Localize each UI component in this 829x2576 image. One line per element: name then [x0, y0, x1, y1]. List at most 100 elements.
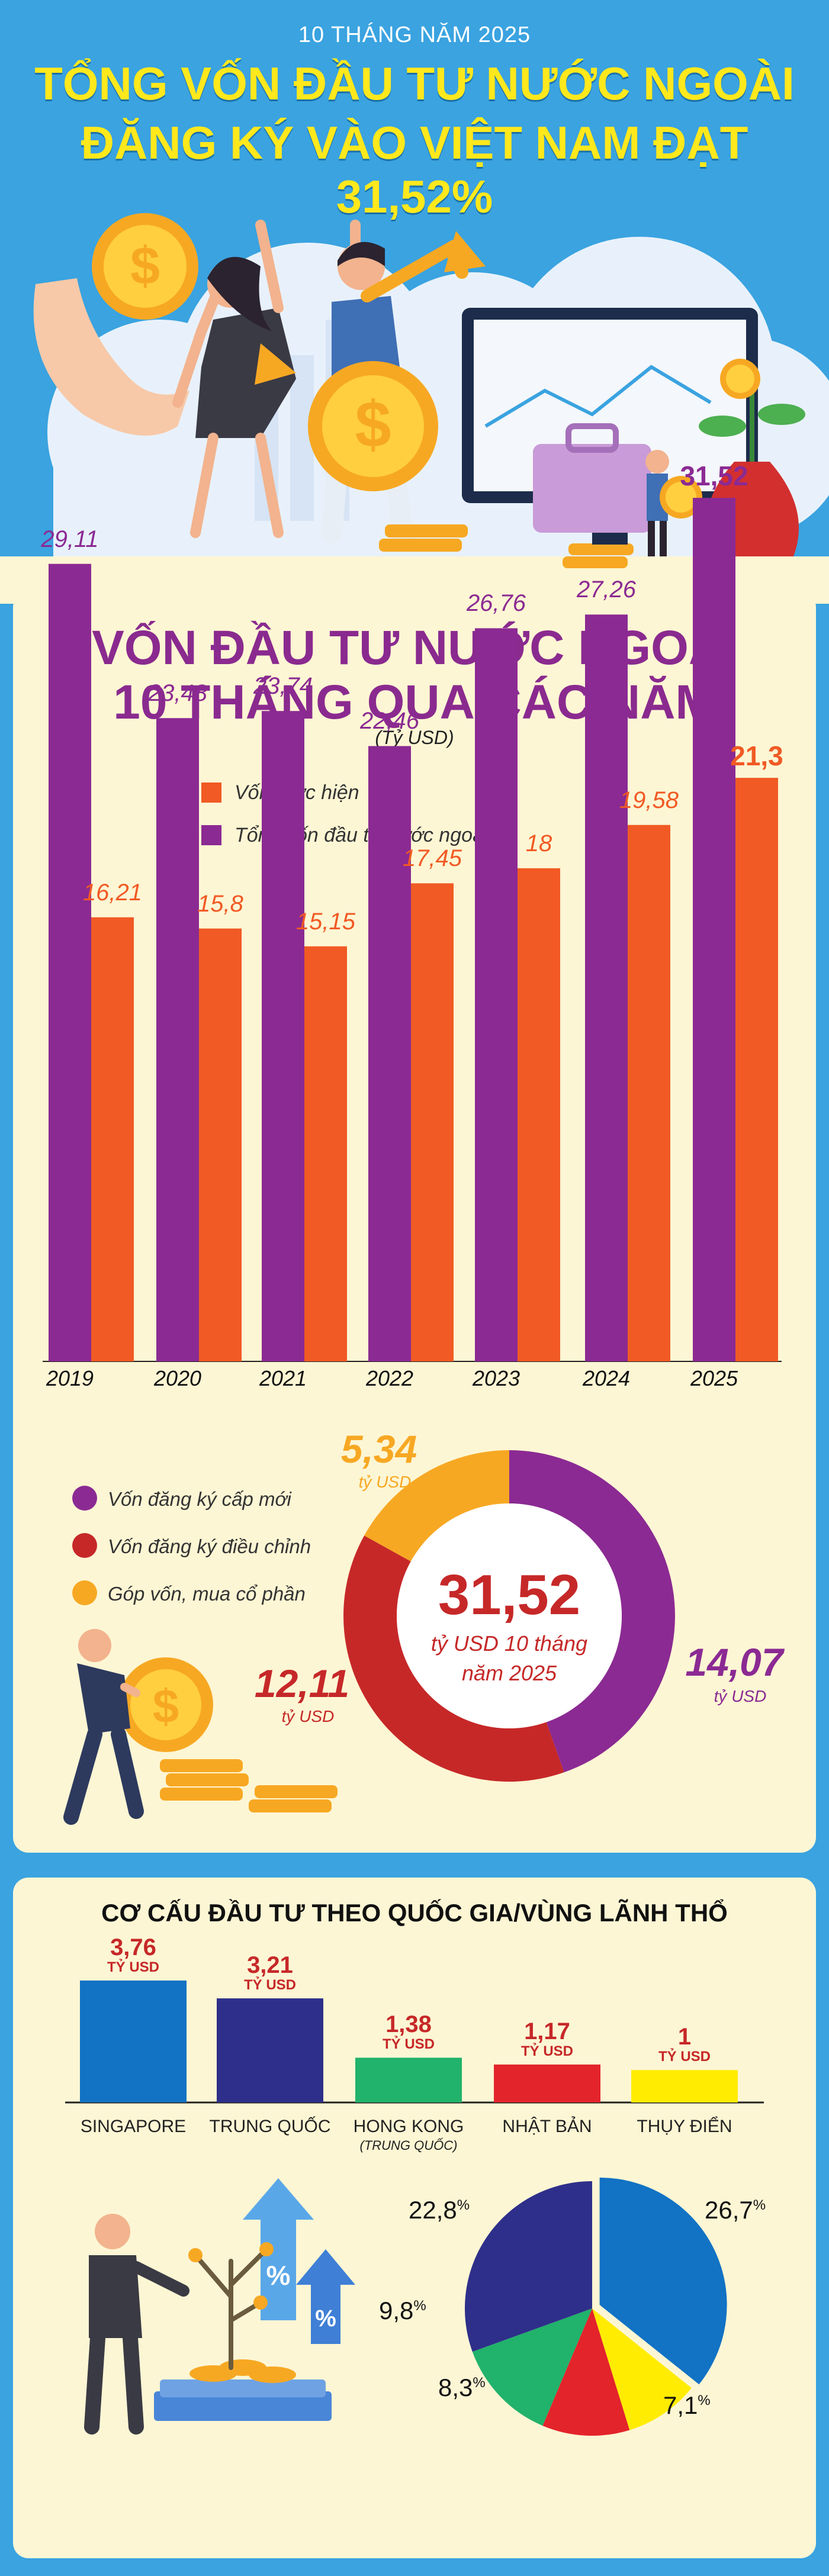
country-pie-value-4: 22,8: [409, 2196, 457, 2224]
country-pie-slice-3: [472, 2308, 592, 2426]
donut-hole: [397, 1503, 622, 1728]
value-label-disbursed-2022: 17,45: [402, 845, 462, 872]
donut-value-capital: 5,34: [340, 1427, 417, 1471]
country-bar-4: [631, 2070, 738, 2102]
bar-total-2022: [368, 746, 411, 1361]
bar-disbursed-2025: [735, 778, 778, 1361]
bar-disbursed-2022: [411, 883, 454, 1361]
country-value-3: 1,17: [524, 2018, 570, 2044]
coin-icon: $: [308, 361, 438, 491]
value-label-total-2022: 22,46: [359, 708, 420, 735]
country-pie-label-2: 8,3%: [438, 2374, 486, 2402]
x-tick-2019: 2019: [46, 1366, 94, 1390]
structure-title: CƠ CẤU ĐẦU TƯ THEO QUỐC GIA/VÙNG LÃNH TH…: [101, 1899, 728, 1927]
country-pie-label-4: 22,8%: [409, 2196, 470, 2224]
donut-legend-adjusted: Vốn đăng ký điều chỉnh: [108, 1535, 311, 1557]
value-label-disbursed-2025: 21,3: [730, 740, 783, 772]
country-sublabel-2: (TRUNG QUỐC): [359, 2138, 458, 2153]
donut-center-value: 31,52: [438, 1563, 581, 1627]
bar-disbursed-2024: [628, 825, 670, 1361]
country-unit-0: TỶ USD: [107, 1959, 159, 1975]
briefcase-icon: [533, 423, 651, 533]
value-label-total-2020: 23,48: [147, 680, 208, 707]
donut-center-unit: tỷ USD 10 tháng năm 2025: [379, 1629, 640, 1688]
svg-text:%: %: [266, 2260, 291, 2291]
donut-unit-new: tỷ USD: [714, 1687, 767, 1705]
x-tick-2021: 2021: [259, 1366, 307, 1390]
x-tick-2020: 2020: [153, 1366, 202, 1390]
coin-stack-icon: [379, 524, 634, 568]
donut-legend-capital: Góp vốn, mua cổ phần: [108, 1583, 306, 1605]
donut-legend-dot-new: [72, 1486, 97, 1511]
value-label-disbursed-2021: 15,15: [295, 908, 356, 935]
country-bar-2: [355, 2057, 462, 2102]
country-bar-1: [217, 1998, 323, 2102]
legend-swatch-disbursed: [201, 783, 221, 803]
country-pie-label-3: 9,8%: [379, 2297, 426, 2325]
value-label-total-2023: 26,76: [466, 590, 526, 617]
donut-legend-new: Vốn đăng ký cấp mới: [108, 1488, 291, 1510]
donut-value-new: 14,07: [685, 1640, 783, 1684]
value-label-total-2019: 29,11: [41, 526, 99, 552]
x-tick-2025: 2025: [690, 1366, 738, 1390]
donut-slice-1: [343, 1535, 564, 1782]
country-pie-value-0: 26,7: [705, 2196, 753, 2224]
donut-slice-2: [364, 1450, 509, 1561]
country-value-1: 3,21: [247, 1952, 293, 1979]
x-tick-2024: 2024: [582, 1366, 631, 1390]
country-pie-label-1: 7,1%: [663, 2391, 711, 2420]
percent-sign: %: [473, 2375, 486, 2391]
bar-total-2024: [585, 614, 628, 1361]
country-pie-slice-4: [465, 2181, 592, 2352]
headline-line-2: ĐĂNG KÝ VÀO VIỆT NAM ĐẠT 31,52%: [81, 117, 748, 223]
bar-disbursed-2019: [91, 917, 134, 1361]
percent-sign: %: [753, 2197, 766, 2213]
bar-total-2020: [156, 718, 199, 1361]
percent-sign: %: [698, 2393, 711, 2408]
donut-slice-0: [509, 1450, 675, 1773]
country-pie-slice-2: [542, 2308, 630, 2436]
value-label-total-2021: 23,74: [253, 673, 313, 700]
country-name-4: THỤY ĐIỂN: [637, 2117, 732, 2136]
woman-figure: [172, 220, 296, 538]
svg-text:$: $: [153, 1680, 179, 1733]
businessman-coin-illustration: $: [63, 1629, 338, 1825]
x-tick-2023: 2023: [472, 1366, 520, 1390]
svg-text:$: $: [130, 237, 160, 296]
country-value-2: 1,38: [385, 2011, 432, 2038]
donut-value-adjusted: 12,11: [254, 1661, 350, 1705]
bar-disbursed-2021: [304, 946, 347, 1361]
chart-unit: (Tỷ USD): [375, 727, 454, 748]
country-name-1: TRUNG QUỐC: [209, 2117, 331, 2136]
value-label-total-2024: 27,26: [576, 577, 637, 603]
arrow-percent-icon: % %: [243, 2178, 355, 2344]
country-unit-2: TỶ USD: [382, 2036, 435, 2053]
donut-legend-dot-capital: [72, 1580, 97, 1605]
bar-disbursed-2020: [199, 928, 242, 1361]
chart-title-line-1: VỐN ĐẦU TƯ NƯỚC NGOÀI: [92, 621, 737, 675]
country-pie-slice-1: [592, 2308, 692, 2430]
country-pie-value-3: 9,8: [379, 2297, 414, 2324]
donut-center-unit-line-1: tỷ USD 10 tháng: [430, 1631, 588, 1656]
small-man-figure: [645, 450, 702, 556]
coin-icon: $: [92, 213, 198, 320]
country-pie-slice-0: [599, 2177, 727, 2385]
value-label-disbursed-2020: 15,8: [197, 890, 243, 917]
capital-donut-chart: [343, 1450, 675, 1782]
donut-unit-capital: tỷ USD: [358, 1473, 412, 1491]
svg-text:%: %: [315, 2305, 336, 2332]
country-bar-0: [80, 1981, 187, 2102]
donut-center-unit-line-2: năm 2025: [461, 1661, 557, 1685]
bar-disbursed-2023: [518, 868, 560, 1361]
headline-line-1: TỔNG VỐN ĐẦU TƯ NƯỚC NGOÀI: [34, 57, 795, 110]
value-label-total-2025: 31,52: [680, 461, 748, 492]
legend-swatch-total: [201, 825, 221, 845]
bar-total-2021: [262, 711, 304, 1361]
x-tick-2022: 2022: [365, 1366, 414, 1390]
value-label-disbursed-2024: 19,58: [619, 787, 679, 813]
bar-total-2025: [693, 498, 735, 1362]
country-pie-label-0: 26,7%: [705, 2196, 766, 2224]
country-pie-chart: [465, 2177, 727, 2436]
